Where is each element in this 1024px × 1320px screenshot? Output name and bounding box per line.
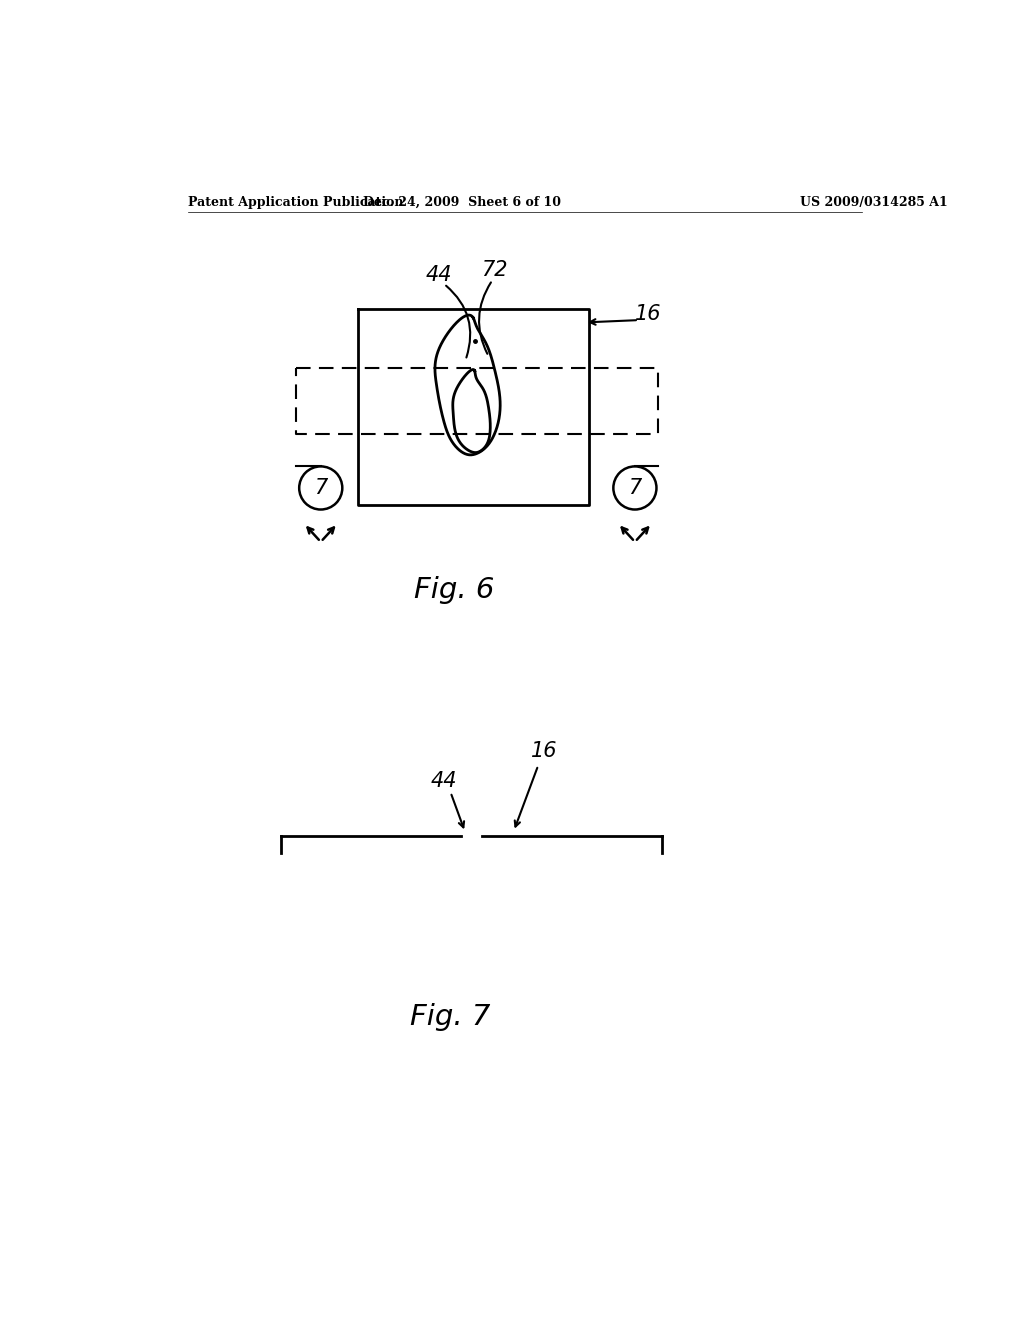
Circle shape (613, 466, 656, 510)
Text: Dec. 24, 2009  Sheet 6 of 10: Dec. 24, 2009 Sheet 6 of 10 (362, 195, 561, 209)
Text: US 2009/0314285 A1: US 2009/0314285 A1 (801, 195, 948, 209)
Text: 72: 72 (481, 260, 508, 280)
Text: 7: 7 (314, 478, 328, 498)
Text: Fig. 7: Fig. 7 (410, 1003, 490, 1031)
Text: 44: 44 (425, 265, 452, 285)
Text: 16: 16 (531, 742, 558, 762)
Text: 44: 44 (431, 771, 458, 791)
Text: 16: 16 (635, 304, 662, 323)
Text: Patent Application Publication: Patent Application Publication (188, 195, 403, 209)
Text: Fig. 6: Fig. 6 (414, 576, 495, 603)
Circle shape (299, 466, 342, 510)
Text: 7: 7 (629, 478, 641, 498)
